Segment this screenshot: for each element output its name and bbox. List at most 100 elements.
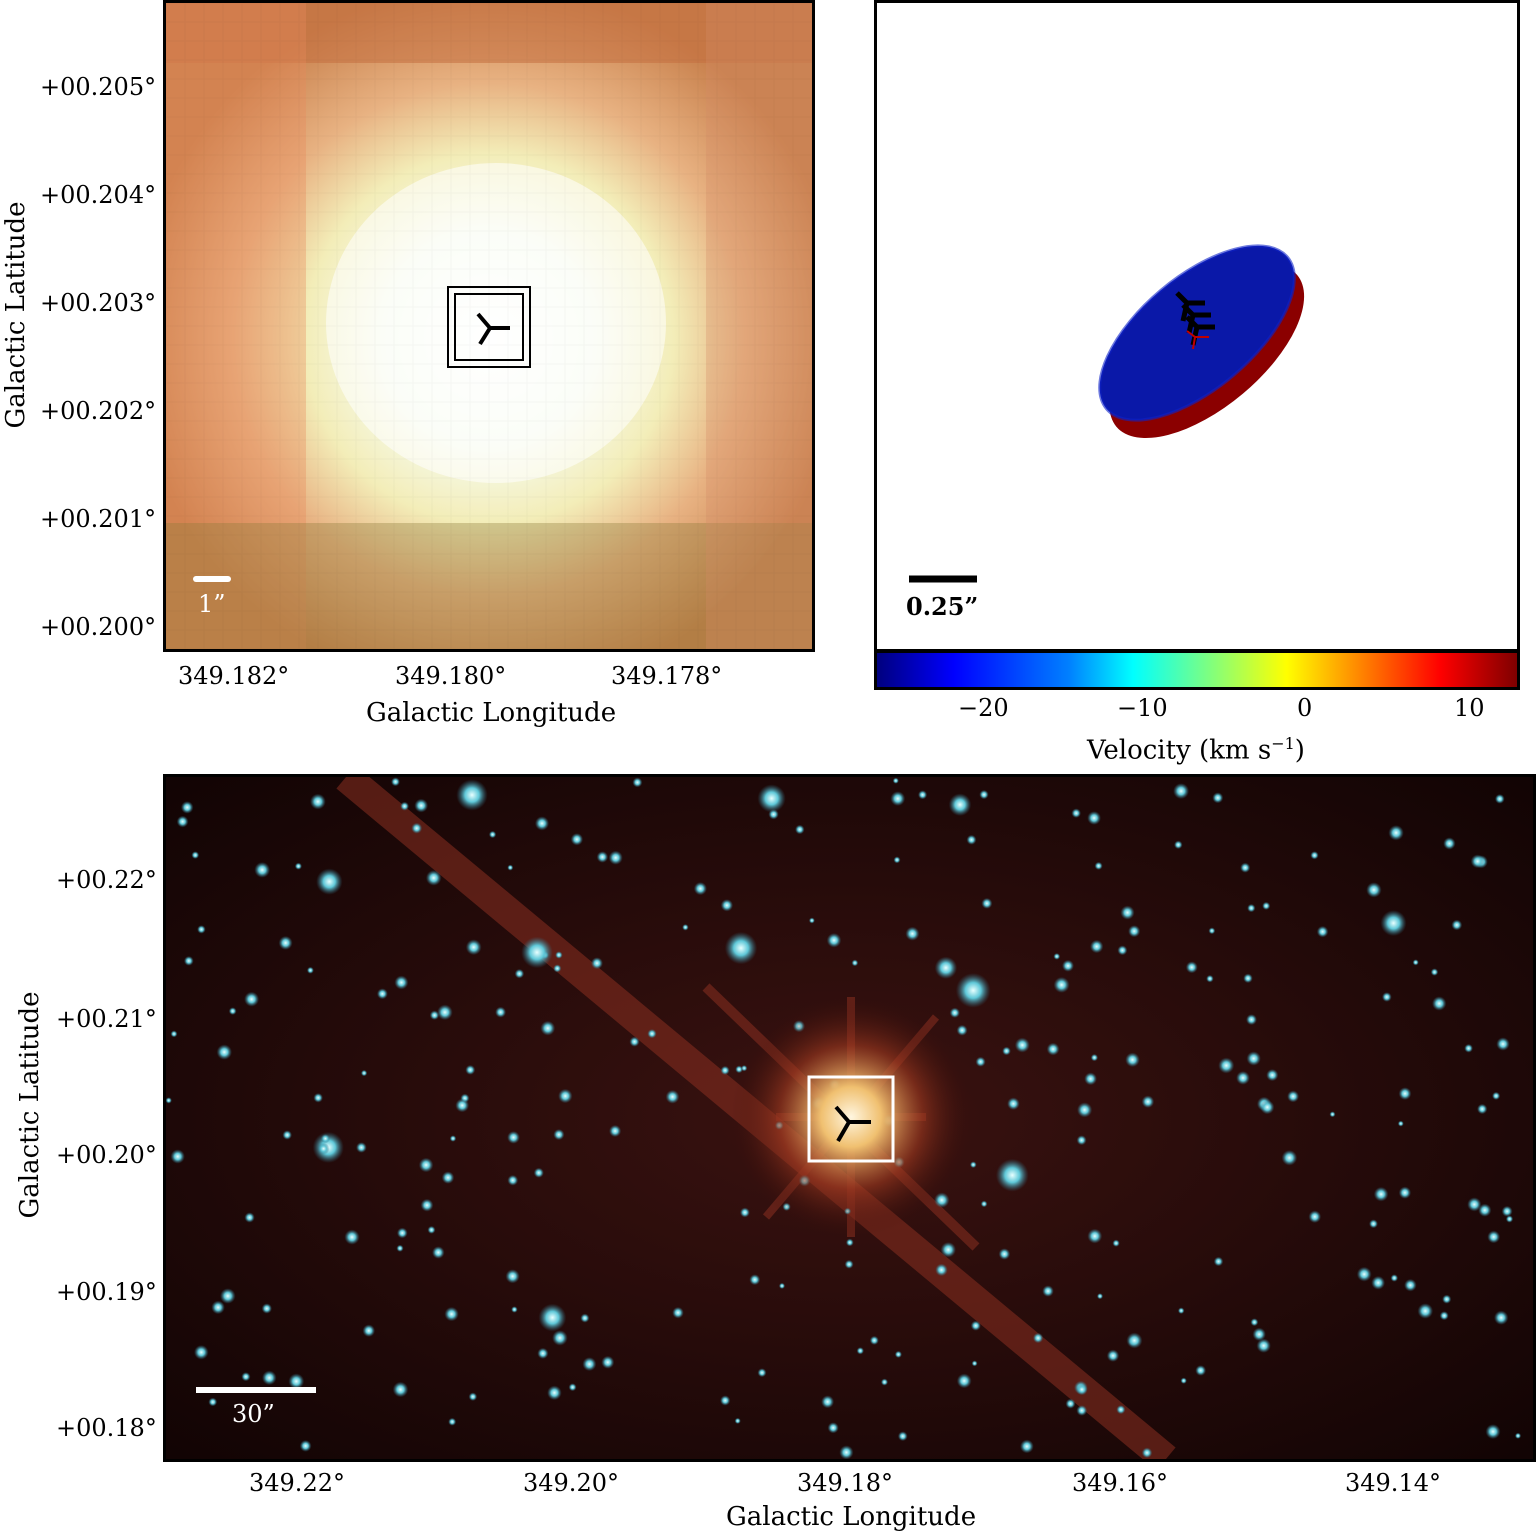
star [839, 1445, 854, 1459]
star [757, 1368, 767, 1378]
star [1032, 1332, 1044, 1344]
star [955, 973, 991, 1008]
star [971, 1360, 978, 1367]
star [1208, 927, 1216, 935]
star [918, 790, 928, 800]
star [1042, 1285, 1054, 1297]
star [632, 777, 643, 788]
star [1177, 1307, 1185, 1314]
star [1417, 1303, 1434, 1319]
star [495, 1006, 507, 1018]
star [1117, 945, 1128, 956]
star [851, 959, 859, 967]
star [979, 789, 989, 800]
star [376, 988, 388, 1000]
x-tick-label: 349.178° [611, 662, 723, 690]
star [975, 1056, 986, 1067]
star [1090, 1053, 1099, 1062]
star [1053, 976, 1070, 993]
star [1287, 1090, 1300, 1103]
star [1262, 901, 1271, 910]
star [1266, 1069, 1279, 1082]
star [1087, 1228, 1103, 1244]
star [282, 1130, 292, 1140]
star [183, 956, 194, 966]
star [845, 1238, 854, 1247]
star [1236, 1071, 1250, 1085]
star [1467, 1197, 1482, 1212]
y-tick-label: +00.200° [40, 613, 157, 641]
wide-field-image [166, 777, 1533, 1459]
star [808, 917, 815, 924]
star [1430, 968, 1439, 976]
star [400, 801, 410, 811]
star [437, 1004, 453, 1021]
star [1485, 1424, 1501, 1440]
star [970, 1320, 981, 1331]
star [1120, 905, 1135, 920]
star [170, 1030, 178, 1038]
star [414, 798, 429, 813]
star [254, 862, 271, 878]
star [720, 1395, 731, 1406]
source-marker-icon [834, 1105, 871, 1143]
star [1141, 1095, 1155, 1108]
star [1381, 992, 1392, 1002]
star [465, 1064, 476, 1075]
star [591, 957, 603, 970]
star [220, 1288, 236, 1304]
star [1501, 1205, 1513, 1217]
star [521, 936, 553, 969]
star [844, 1259, 854, 1269]
star [893, 856, 901, 864]
star [547, 1385, 562, 1401]
star [1256, 1338, 1271, 1353]
star [316, 868, 343, 895]
star [534, 816, 550, 831]
star [288, 1373, 305, 1390]
scale-bar-line [193, 576, 231, 582]
colorbar-tick: 0 [1297, 694, 1313, 722]
star [344, 1229, 360, 1245]
star [1373, 1186, 1389, 1202]
y-tick-label: +00.20° [56, 1141, 157, 1169]
star [1106, 1349, 1120, 1362]
x-axis-title: Galactic Longitude [726, 1502, 977, 1532]
star [940, 1242, 956, 1258]
y-tick-label: +00.205° [40, 73, 157, 101]
star [1046, 1042, 1060, 1056]
star [216, 1044, 232, 1060]
y-tick-label: +00.22° [56, 866, 157, 894]
star [734, 1417, 741, 1424]
star [1090, 939, 1104, 954]
y-tick-label: +00.203° [40, 289, 157, 317]
star [1356, 1266, 1372, 1282]
star [966, 834, 977, 845]
star [1310, 851, 1319, 860]
star [278, 935, 293, 950]
star [1496, 1037, 1510, 1051]
star [1439, 1311, 1449, 1321]
star [1071, 808, 1081, 818]
x-axis-title: Galactic Longitude [366, 698, 617, 728]
star [1252, 1327, 1266, 1341]
star [176, 815, 189, 828]
star [306, 966, 314, 974]
y-tick-label: +00.201° [40, 505, 157, 533]
star [211, 1300, 225, 1315]
star [1094, 861, 1103, 870]
star [1470, 854, 1485, 869]
star [1173, 783, 1190, 800]
star [1213, 1256, 1224, 1267]
star [1125, 1052, 1140, 1068]
star [1380, 910, 1407, 937]
star [1246, 1051, 1261, 1066]
star [693, 882, 708, 896]
star [827, 1422, 839, 1434]
wide-field-frame [163, 774, 1536, 1462]
star [1087, 811, 1101, 825]
star [1076, 1383, 1088, 1396]
star [1002, 1046, 1011, 1056]
star [514, 968, 525, 979]
y-tick-label: +00.18° [56, 1414, 157, 1442]
